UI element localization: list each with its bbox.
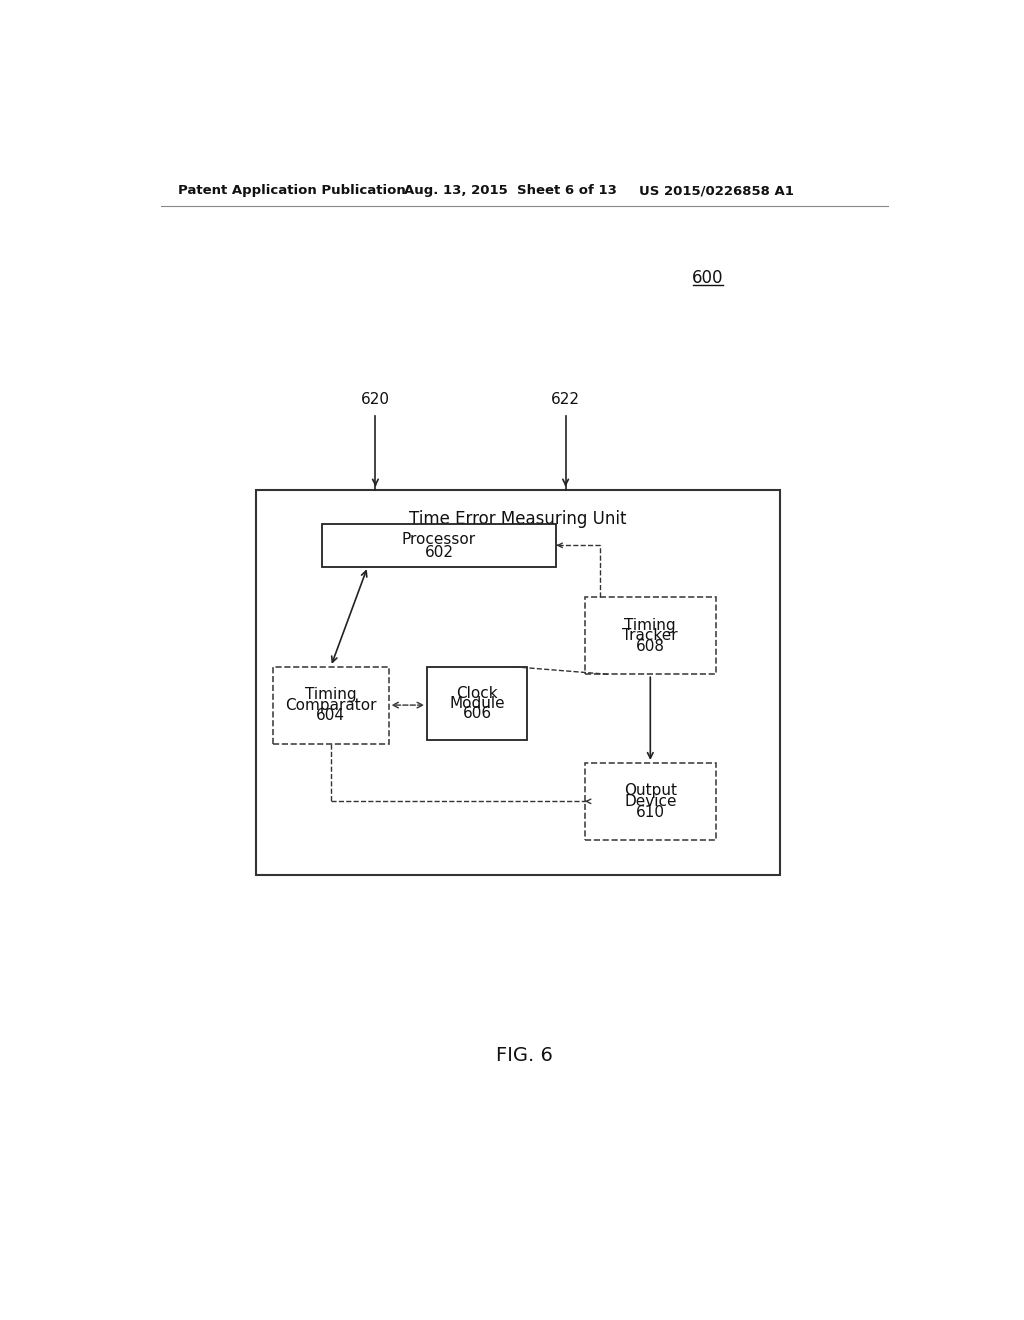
Text: Patent Application Publication: Patent Application Publication bbox=[178, 185, 407, 197]
Text: Clock: Clock bbox=[457, 686, 498, 701]
Text: FIG. 6: FIG. 6 bbox=[497, 1045, 553, 1065]
Bar bbox=[256, 490, 779, 875]
Text: 606: 606 bbox=[463, 706, 492, 722]
Text: Device: Device bbox=[624, 793, 677, 809]
Text: Output: Output bbox=[624, 783, 677, 799]
Text: Module: Module bbox=[450, 696, 505, 710]
Text: 208: 208 bbox=[502, 527, 534, 545]
Text: Time Error Measuring Unit: Time Error Measuring Unit bbox=[410, 510, 627, 528]
Text: Comparator: Comparator bbox=[285, 697, 377, 713]
Text: Tracker: Tracker bbox=[623, 628, 678, 643]
Text: 600: 600 bbox=[692, 269, 724, 286]
Text: 608: 608 bbox=[636, 639, 665, 655]
Text: 604: 604 bbox=[316, 709, 345, 723]
Bar bbox=[322, 524, 556, 566]
Bar bbox=[585, 597, 716, 675]
Text: Timing: Timing bbox=[305, 686, 356, 702]
Text: 610: 610 bbox=[636, 805, 665, 820]
Text: Processor: Processor bbox=[401, 532, 476, 546]
Text: US 2015/0226858 A1: US 2015/0226858 A1 bbox=[639, 185, 794, 197]
Text: Aug. 13, 2015  Sheet 6 of 13: Aug. 13, 2015 Sheet 6 of 13 bbox=[403, 185, 616, 197]
Text: 602: 602 bbox=[424, 545, 454, 560]
Bar bbox=[273, 667, 388, 743]
Bar bbox=[427, 667, 527, 739]
Text: Timing: Timing bbox=[625, 618, 676, 632]
Text: 622: 622 bbox=[551, 392, 581, 407]
Bar bbox=[585, 763, 716, 840]
Text: 620: 620 bbox=[360, 392, 390, 407]
